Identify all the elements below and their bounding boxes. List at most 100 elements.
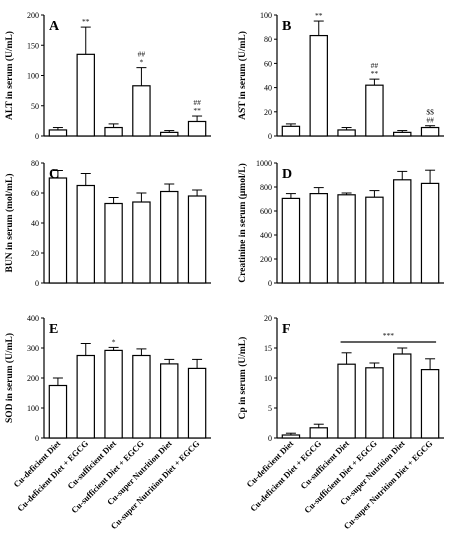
significance-label: $$ xyxy=(426,108,434,117)
y-tick-label: 40 xyxy=(264,84,272,93)
y-tick-label: 800 xyxy=(260,183,272,192)
y-tick-label: 0 xyxy=(35,279,39,288)
significance-label: ** xyxy=(315,11,323,20)
panel-c: 0 20 40 60 80 BUN in serum (mol/mL) C xyxy=(4,159,211,288)
y-tick-label: 10 xyxy=(264,374,272,383)
panel-letter: C xyxy=(49,167,59,182)
bar xyxy=(420,126,440,137)
bar xyxy=(337,194,356,284)
bar xyxy=(393,179,412,284)
bar xyxy=(309,193,328,284)
panel-d: 0 200 400 600 800 1000 Creatinine in serum (μm… xyxy=(237,159,444,288)
bar xyxy=(420,182,440,284)
y-tick-label: 80 xyxy=(31,159,39,168)
y-axis-label: ALT in serum (U/mL) xyxy=(4,31,15,120)
panel-letter: D xyxy=(282,167,292,182)
y-tick-label: 100 xyxy=(27,404,39,413)
significance-label: *** xyxy=(383,331,395,340)
x-tick-label: Cu-deficient Diet xyxy=(11,438,62,489)
y-axis-label: AST in serum (U/mL) xyxy=(237,31,248,120)
bar xyxy=(187,120,207,137)
bar xyxy=(76,53,95,137)
y-tick-label: 1000 xyxy=(256,159,272,168)
bar xyxy=(104,126,123,137)
bar xyxy=(48,129,68,137)
x-tick-label: Cu-sufficient Diet xyxy=(65,438,118,491)
bar xyxy=(365,84,384,137)
bar xyxy=(48,177,68,284)
significance-label: ## xyxy=(371,61,379,70)
significance-label: ** xyxy=(371,69,379,78)
bar xyxy=(393,131,412,137)
y-axis-label: SOD in serum (U/mL) xyxy=(4,333,15,423)
x-tick-label: Cu-deficient Diet xyxy=(244,438,295,489)
panel-e: 0 100 200 300 400 SOD in serum (U/mL) E * Cu-def… xyxy=(4,314,211,531)
bar xyxy=(365,196,384,284)
bar xyxy=(132,85,151,137)
bar xyxy=(76,184,95,284)
significance-label: ## xyxy=(426,116,434,125)
y-tick-label: 40 xyxy=(31,219,39,228)
significance-label: ** xyxy=(193,106,201,115)
significance-label: * xyxy=(112,337,116,346)
bar xyxy=(309,34,328,137)
panel-letter: F xyxy=(282,322,291,337)
panel-f: 0 5 10 15 20 Cp in serum (U/mL) F *** Cu-deficie… xyxy=(237,314,444,531)
bar xyxy=(160,190,179,284)
bar xyxy=(160,363,179,439)
y-tick-label: 80 xyxy=(264,35,272,44)
y-tick-label: 150 xyxy=(27,41,39,50)
y-tick-label: 0 xyxy=(268,279,272,288)
y-tick-label: 20 xyxy=(264,314,272,323)
bar xyxy=(187,195,207,284)
bar xyxy=(309,427,328,439)
y-axis-label: Cp in serum (U/mL) xyxy=(237,337,248,420)
x-tick-label: Cu-sufficient Diet xyxy=(298,438,351,491)
bar xyxy=(104,202,123,284)
bar xyxy=(365,367,384,439)
significance-label: ## xyxy=(193,98,201,107)
bar xyxy=(337,129,356,137)
bar xyxy=(187,367,207,439)
bar xyxy=(420,369,440,439)
bar xyxy=(132,201,151,284)
y-tick-label: 600 xyxy=(260,207,272,216)
y-tick-label: 100 xyxy=(27,72,39,81)
bar xyxy=(132,354,151,439)
y-tick-label: 15 xyxy=(264,344,272,353)
y-tick-label: 5 xyxy=(268,404,272,413)
y-tick-label: 400 xyxy=(27,314,39,323)
y-tick-label: 200 xyxy=(260,255,272,264)
bar xyxy=(160,131,179,137)
significance-label: ** xyxy=(82,17,90,26)
panel-letter: B xyxy=(282,19,291,34)
y-tick-label: 400 xyxy=(260,231,272,240)
bar xyxy=(76,354,95,439)
y-tick-label: 0 xyxy=(35,434,39,443)
y-tick-label: 100 xyxy=(260,11,272,20)
y-axis-label: BUN in serum (mol/mL) xyxy=(4,174,15,273)
y-tick-label: 0 xyxy=(268,434,272,443)
y-tick-label: 50 xyxy=(31,102,39,111)
y-tick-label: 0 xyxy=(268,132,272,141)
panel-letter: E xyxy=(49,322,58,337)
y-tick-label: 20 xyxy=(264,108,272,117)
y-tick-label: 20 xyxy=(31,249,39,258)
significance-label: * xyxy=(140,58,144,67)
y-tick-label: 0 xyxy=(35,132,39,141)
y-axis-label: Creatinine in serum (μmol/L) xyxy=(237,163,248,282)
y-tick-label: 200 xyxy=(27,11,39,20)
y-tick-label: 60 xyxy=(264,59,272,68)
panel-letter: A xyxy=(49,19,60,34)
significance-label: ## xyxy=(138,50,146,59)
y-tick-label: 60 xyxy=(31,189,39,198)
bar xyxy=(393,353,412,439)
bar xyxy=(337,363,356,439)
bar xyxy=(281,434,301,439)
bar xyxy=(104,349,123,439)
y-tick-label: 300 xyxy=(27,344,39,353)
bar xyxy=(281,197,301,284)
